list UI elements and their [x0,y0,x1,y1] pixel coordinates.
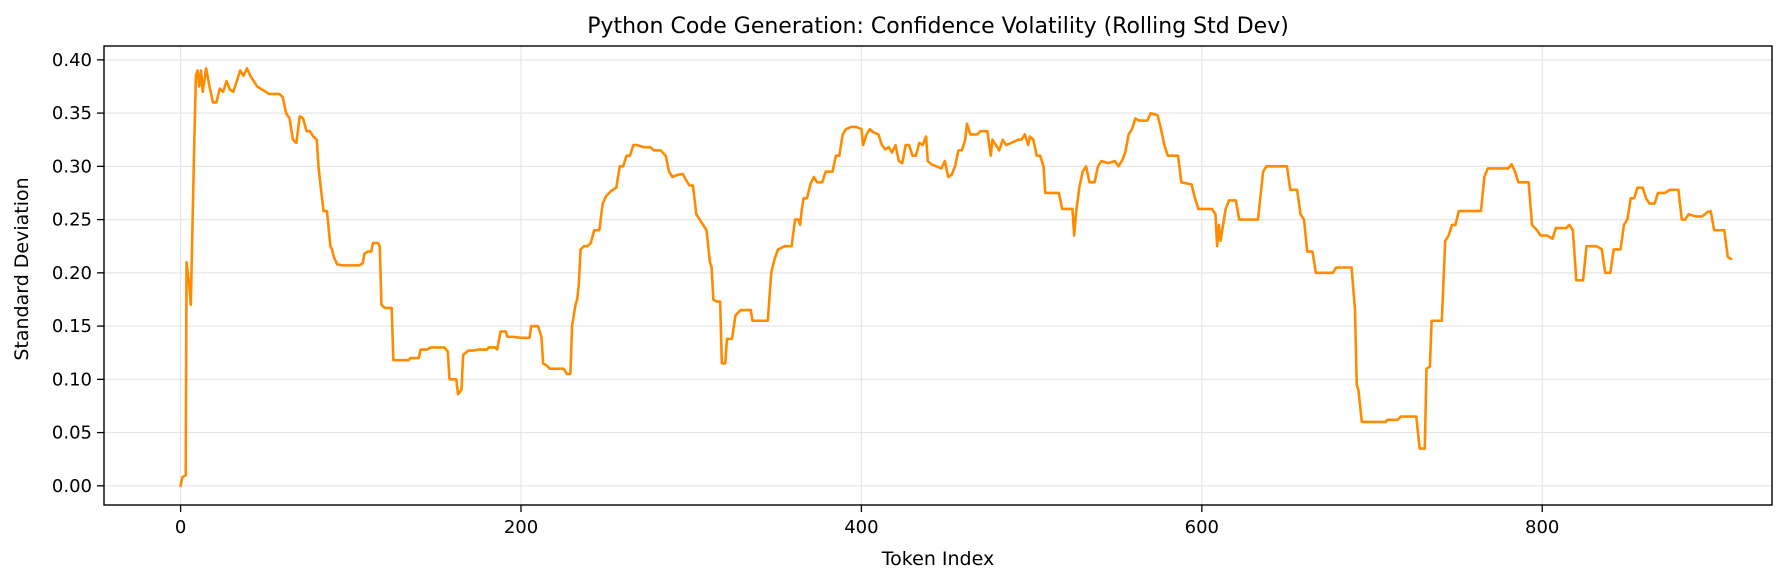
x-axis-label: Token Index [881,548,994,570]
y-tick-label: 0.10 [52,369,92,390]
y-tick-label: 0.20 [52,263,92,284]
y-tick-label: 0.15 [52,316,92,337]
y-tick-label: 0.25 [52,210,92,231]
y-tick-label: 0.30 [52,156,92,177]
y-tick-label: 0.40 [52,50,92,71]
chart-title: Python Code Generation: Confidence Volat… [587,14,1289,39]
grid-lines [104,46,1772,505]
x-tick-label: 0 [175,517,186,538]
x-tick-label: 600 [1185,517,1219,538]
plot-frame [103,45,1773,506]
y-tick-label: 0.05 [52,423,92,444]
x-tick-label: 200 [504,517,538,538]
y-tick-label: 0.35 [52,103,92,124]
series-line [179,67,1733,488]
y-axis-label: Standard Deviation [11,177,33,360]
series-layer [179,67,1733,488]
y-axis: 0.00 0.05 0.10 0.15 0.20 0.25 0.30 0.35 0.40 [52,50,104,497]
x-tick-label: 400 [844,517,878,538]
y-tick-label: 0.00 [52,476,92,497]
x-tick-label: 800 [1525,517,1559,538]
x-axis: 0 200 400 600 800 [175,505,1559,538]
